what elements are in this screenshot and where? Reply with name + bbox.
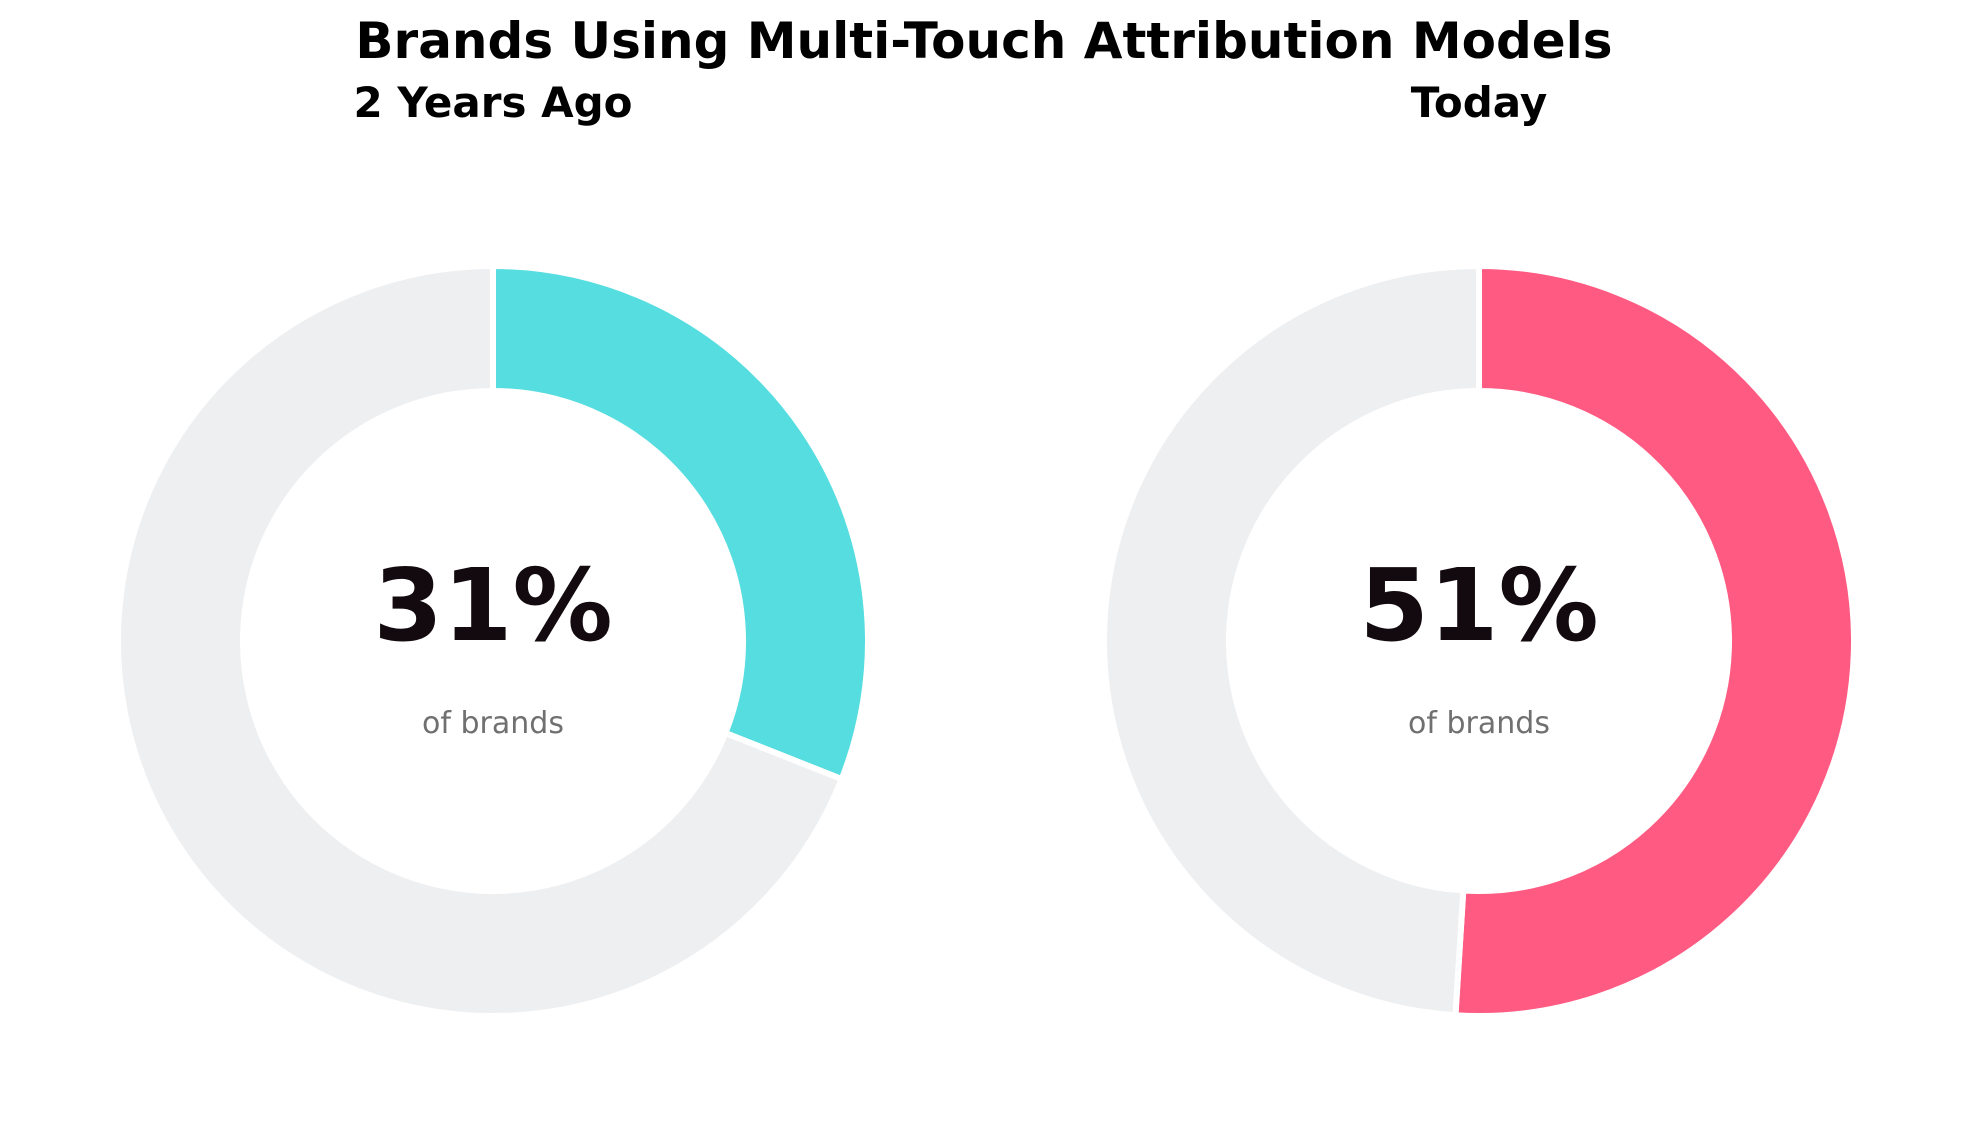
panel-title-left: 2 Years Ago — [354, 78, 633, 127]
donut-slice-remainder — [1101, 262, 1482, 1019]
donut-panel-right: Today 51% of brands — [1101, 78, 1857, 1019]
panel-title-right: Today — [1411, 78, 1547, 127]
center-value-right: 51% — [1359, 547, 1598, 664]
donut-slice-remainder — [115, 262, 846, 1019]
donut-panel-left: 2 Years Ago 31% of brands — [115, 78, 871, 1019]
center-caption-left: of brands — [422, 706, 564, 741]
center-caption-right: of brands — [1408, 706, 1550, 741]
donut-slice-value — [490, 262, 871, 783]
center-value-left: 31% — [373, 547, 612, 664]
donut-1 — [1101, 262, 1857, 1019]
donut-slice-value — [1452, 262, 1857, 1019]
donut-0 — [115, 262, 871, 1019]
chart-title: Brands Using Multi-Touch Attribution Mod… — [355, 12, 1612, 70]
